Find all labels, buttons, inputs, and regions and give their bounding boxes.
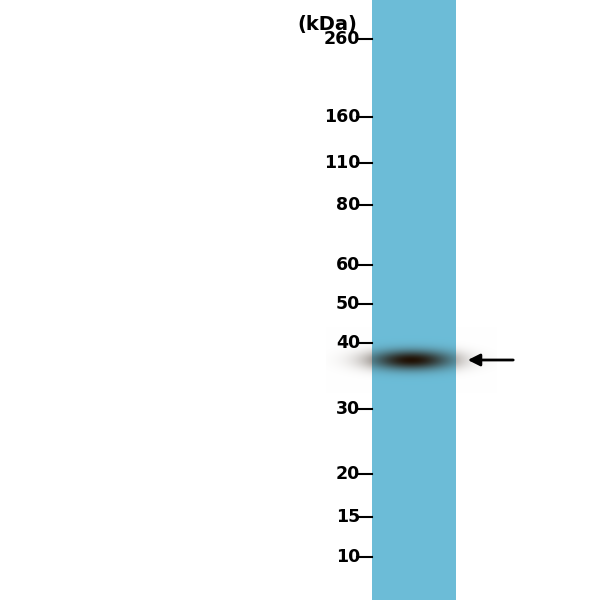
Text: (kDa): (kDa)	[297, 15, 357, 34]
Text: 20: 20	[336, 465, 360, 483]
Text: 30: 30	[336, 400, 360, 418]
Text: 15: 15	[336, 508, 360, 526]
Text: 50: 50	[336, 295, 360, 313]
Text: 60: 60	[336, 256, 360, 274]
FancyBboxPatch shape	[372, 0, 456, 594]
Text: 110: 110	[323, 154, 360, 172]
Text: 160: 160	[323, 108, 360, 126]
Text: 40: 40	[336, 334, 360, 352]
Text: 10: 10	[336, 548, 360, 566]
Text: 80: 80	[336, 196, 360, 214]
Text: 260: 260	[323, 30, 360, 48]
